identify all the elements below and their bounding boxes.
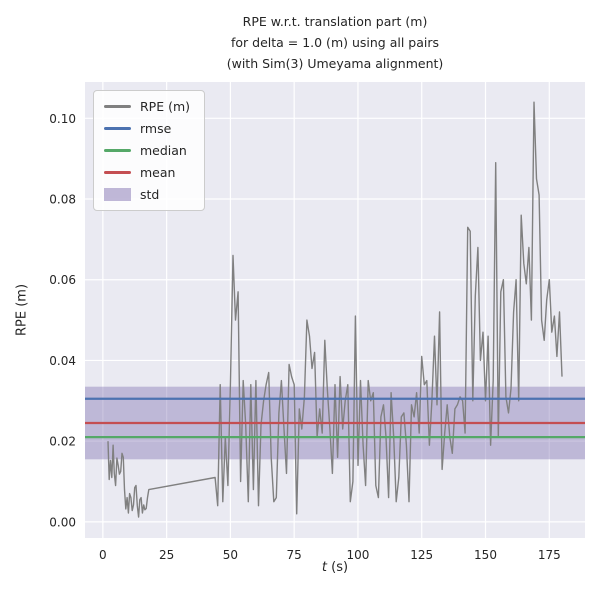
legend-label-rpe-m: RPE (m): [140, 99, 191, 114]
chart-title-line-1: RPE w.r.t. translation part (m): [242, 14, 428, 29]
y-tick-label: 0.02: [49, 435, 76, 449]
legend-item-rpe-m: RPE (m): [104, 99, 190, 114]
rpe-m-swatch: [104, 105, 131, 108]
x-tick-label: 75: [287, 548, 302, 562]
y-tick-label: 0.06: [49, 273, 76, 287]
x-tick-label: 125: [410, 548, 433, 562]
x-axis-label-unit: (s): [327, 560, 349, 575]
legend-item-mean: mean: [104, 165, 190, 180]
legend: RPE (m) rmse median mean std: [93, 90, 206, 211]
y-axis-label: RPE (m): [14, 283, 30, 337]
x-tick-label: 25: [159, 548, 174, 562]
y-tick-label: 0.00: [49, 515, 76, 529]
x-tick-label: 150: [474, 548, 497, 562]
chart-title-line-2: for delta = 1.0 (m) using all pairs: [230, 35, 440, 50]
y-tick-label: 0.04: [49, 354, 76, 368]
x-axis-label-symbol: t: [321, 560, 328, 575]
y-tick-label: 0.08: [49, 193, 76, 207]
x-tick-label: 50: [223, 548, 238, 562]
x-tick-label: 175: [538, 548, 561, 562]
chart-title-line-3: (with Sim(3) Umeyama alignment): [226, 56, 444, 71]
x-axis-label: t (s): [85, 560, 585, 575]
x-tick-label: 0: [99, 548, 107, 562]
mean-swatch: [104, 171, 131, 174]
legend-label-rmse: rmse: [140, 121, 172, 136]
legend-label-mean: mean: [140, 165, 176, 180]
rmse-swatch: [104, 127, 131, 130]
median-swatch: [104, 149, 131, 152]
x-tick-label: 100: [347, 548, 370, 562]
y-tick-label: 0.10: [49, 112, 76, 126]
chart-title: RPE w.r.t. translation part (m) for delt…: [85, 11, 585, 74]
legend-item-median: median: [104, 143, 190, 158]
legend-item-std: std: [104, 187, 190, 202]
legend-label-std: std: [140, 187, 160, 202]
legend-label-median: median: [140, 143, 187, 158]
rpe-line: [107, 101, 563, 518]
legend-item-rmse: rmse: [104, 121, 190, 136]
std-swatch: [104, 188, 131, 201]
